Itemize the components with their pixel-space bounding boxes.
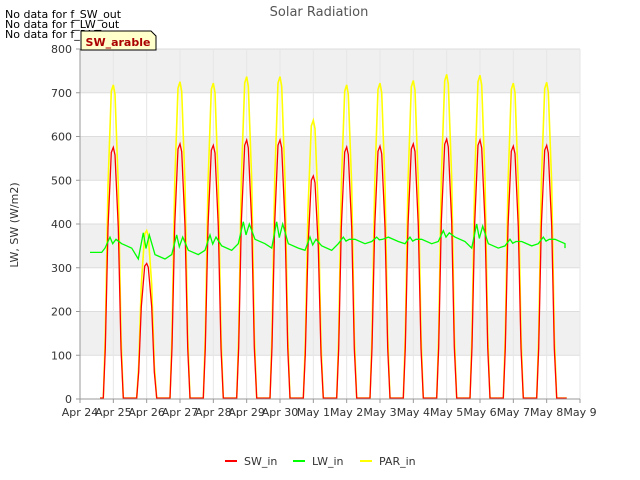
x-tick-label: May 1 — [297, 406, 330, 419]
x-tick-label: Apr 25 — [95, 406, 132, 419]
x-tick-label: May 3 — [363, 406, 396, 419]
legend: SW_in LW_in PAR_in — [225, 455, 416, 468]
y-axis-label: LW, SW (W/m2) — [8, 182, 21, 267]
x-tick-label: Apr 24 — [62, 406, 99, 419]
y-tick-label: 300 — [51, 262, 72, 275]
y-tick-label: 500 — [51, 174, 72, 187]
series-lines — [90, 74, 567, 399]
band-100 — [80, 311, 580, 356]
x-tick-label: May 8 — [530, 406, 563, 419]
no-data-notice-3: No data for f_PAR_out — [5, 28, 125, 41]
chart-title: Solar Radiation — [270, 5, 369, 20]
x-tick-label: May 7 — [497, 406, 530, 419]
site-label-text: SW_arable — [86, 36, 151, 49]
y-tick-label: 600 — [51, 131, 72, 144]
y-tick-label: 800 — [51, 43, 72, 56]
y-tick-label: 400 — [51, 218, 72, 231]
no-data-notice-2: No data for f_LW_out — [5, 18, 120, 31]
y-tick-label: 100 — [51, 349, 72, 362]
band-500 — [80, 136, 580, 181]
no-data-notice-1: No data for f_SW_out — [5, 8, 122, 21]
x-tick-label: Apr 30 — [262, 406, 299, 419]
plot-bands — [80, 49, 580, 399]
site-label-box: SW_arable — [80, 30, 157, 51]
legend-label-par-in: PAR_in — [379, 455, 416, 468]
grid-lines — [79, 48, 581, 400]
x-tick-label: May 6 — [463, 406, 496, 419]
band-700 — [80, 49, 580, 93]
band-300 — [80, 224, 580, 268]
x-tick-label: Apr 29 — [228, 406, 265, 419]
x-tick-label: Apr 26 — [128, 406, 165, 419]
x-tick-label: May 4 — [397, 406, 430, 419]
x-tick-label: May 2 — [330, 406, 363, 419]
y-tick-label: 700 — [51, 87, 72, 100]
x-tick-label: Apr 27 — [162, 406, 199, 419]
y-tick-label: 200 — [51, 306, 72, 319]
legend-label-sw-in: SW_in — [244, 455, 277, 468]
legend-label-lw-in: LW_in — [312, 455, 344, 468]
series-line-lw-in — [90, 221, 566, 261]
x-tick-label: Apr 28 — [195, 406, 232, 419]
x-tick-label: May 5 — [430, 406, 463, 419]
y-tick-label: 0 — [65, 393, 72, 406]
x-tick-label: May 9 — [563, 406, 596, 419]
series-line-sw-in — [100, 136, 567, 399]
